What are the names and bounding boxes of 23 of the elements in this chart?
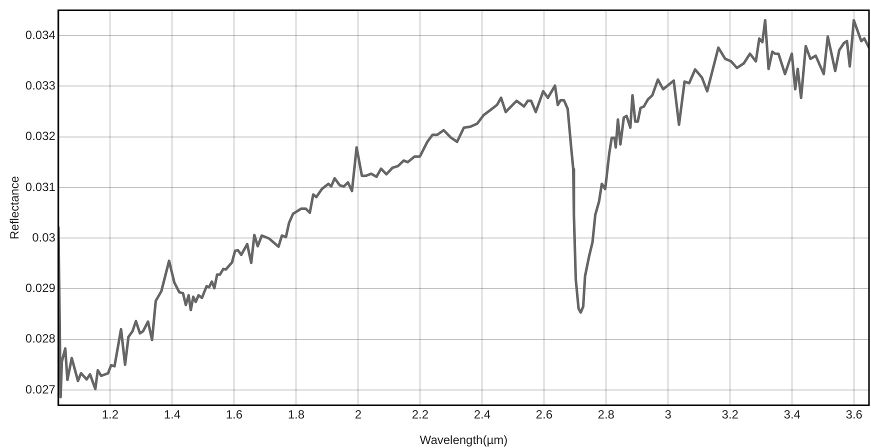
x-tick-label: 3 — [664, 408, 672, 422]
x-tick-label: 2 — [354, 408, 362, 422]
x-tick-label: 1.8 — [288, 408, 305, 422]
x-tick-label: 3.6 — [846, 408, 863, 422]
y-tick-label: 0.03 — [32, 230, 56, 244]
y-tick-label: 0.033 — [25, 78, 56, 92]
y-tick-label: 0.029 — [25, 281, 56, 296]
x-tick-label: 1.2 — [102, 408, 119, 422]
x-tick-label: 2.4 — [474, 408, 491, 422]
y-tick-label: 0.031 — [25, 180, 56, 194]
x-tick-label: 1.6 — [226, 408, 243, 422]
y-tick-label: 0.032 — [25, 129, 56, 144]
x-tick-label: 1.4 — [164, 408, 181, 422]
y-tick-label: 0.028 — [25, 332, 56, 346]
y-tick-label: 0.034 — [25, 28, 56, 42]
x-axis-title: Wavelength(µm) — [420, 433, 508, 448]
y-axis-title: Reflectance — [8, 176, 22, 240]
x-tick-label: 3.2 — [722, 408, 739, 422]
y-tick-label: 0.027 — [25, 382, 56, 396]
x-tick-label: 2.8 — [598, 408, 615, 422]
x-tick-label: 2.6 — [536, 408, 553, 422]
x-tick-label: 3.4 — [784, 408, 801, 422]
x-tick-label: 2.2 — [412, 408, 429, 422]
